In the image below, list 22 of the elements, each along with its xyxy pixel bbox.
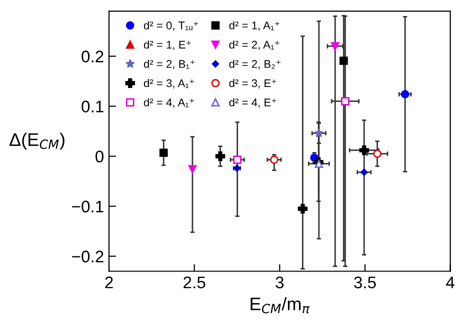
x-tick-label: 3.5 [354,276,376,288]
legend-label: d² = 4, A₁⁺ [144,98,194,108]
y-tick-label: 0.2 [82,50,104,62]
x-tick-label: 2.5 [184,276,206,288]
legend-label: d² = 4, E⁺ [229,98,276,108]
y-tick-label: −0.2 [72,250,104,262]
legend-label: d² = 1, A₁⁺ [229,21,280,31]
legend-label: d² = 3, A₁⁺ [144,78,194,88]
legend-label: d² = 0, T₁ᵤ⁺ [144,21,198,31]
legend-label: d² = 2, A₁⁺ [229,40,280,50]
legend-label: d² = 2, B₂⁺ [229,60,281,70]
y-axis-title: Δ(E$_{CM}$) [10,132,64,150]
x-axis-title: E$_{CM}$/m$_{π}$ [250,297,310,314]
y-tick-label: 0 [96,150,104,162]
legend-label: d² = 2, B₁⁺ [144,60,195,70]
x-tick-label: 4 [446,276,454,288]
legend-label: d² = 3, E⁺ [229,78,276,88]
x-tick-label: 3 [276,276,284,288]
y-tick-label: 0.1 [82,100,104,112]
y-tick-label: −0.1 [72,200,104,212]
x-tick-label: 2 [105,276,113,288]
legend-label: d² = 1, E⁺ [144,40,191,50]
